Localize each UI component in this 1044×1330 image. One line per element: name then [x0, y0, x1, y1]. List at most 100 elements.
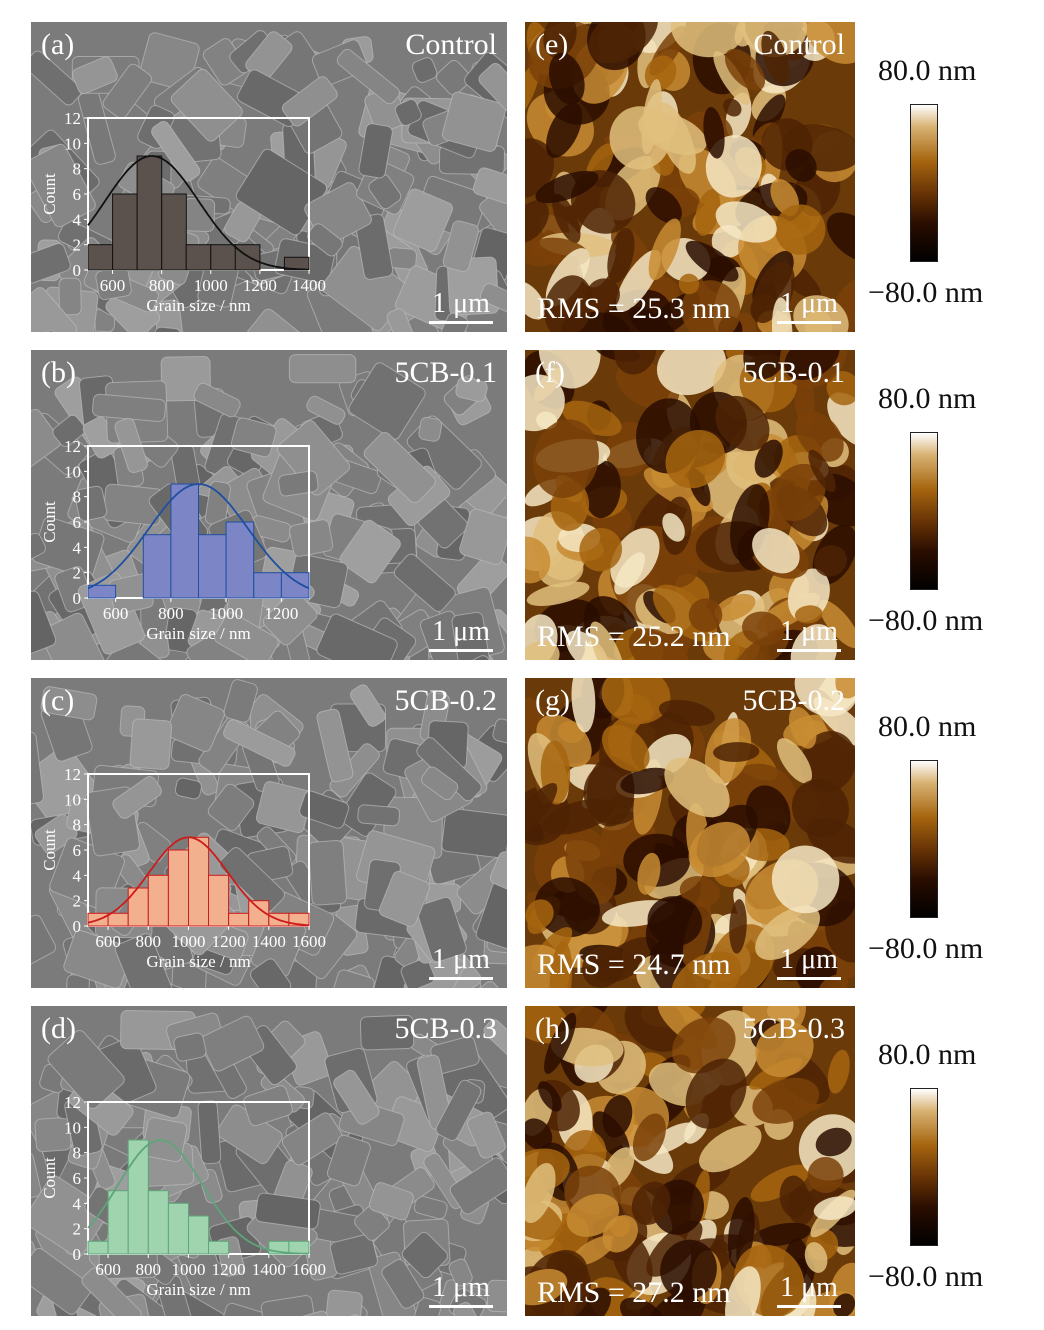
x-tick-label: 600	[100, 276, 126, 295]
scale-bar: 1 μm	[429, 617, 493, 652]
y-tick-label: 10	[64, 790, 81, 809]
scale-bar-label: 1 μm	[780, 1272, 838, 1303]
afm-texture	[525, 678, 855, 988]
panel-label: (f)	[535, 356, 565, 389]
y-tick-label: 8	[73, 1144, 82, 1163]
x-tick-label: 1200	[212, 932, 246, 951]
sample-label: Control	[405, 28, 497, 61]
sample-label: Control	[753, 28, 845, 61]
colorbar: 80.0 nm −80.0 nm	[858, 1006, 1044, 1316]
y-tick-label: 4	[73, 538, 82, 557]
x-axis-label: Grain size / nm	[146, 624, 250, 643]
rms-value: RMS = 25.2 nm	[537, 620, 731, 653]
y-tick-label: 8	[73, 816, 82, 835]
panel-label: (h)	[535, 1012, 570, 1045]
x-tick-label: 1400	[252, 932, 286, 951]
histogram-c: 0 2 4 6 8 10 12 600 800 1000 1200 1400 1600 Grain siz…	[40, 765, 326, 971]
y-tick-label: 0	[73, 917, 82, 936]
y-tick-label: 6	[73, 185, 82, 204]
rms-value: RMS = 25.3 nm	[537, 292, 731, 325]
sample-label: 5CB-0.1	[394, 356, 497, 389]
y-tick-label: 4	[73, 210, 82, 229]
panel-label: (a)	[41, 28, 75, 61]
x-tick-label: 600	[95, 1260, 121, 1279]
rms-value: RMS = 27.2 nm	[537, 1276, 731, 1309]
y-tick-label: 2	[73, 1220, 82, 1239]
scale-bar-line	[777, 649, 841, 652]
y-tick-label: 2	[73, 236, 82, 255]
scale-bar: 1 μm	[429, 289, 493, 324]
x-tick-label: 1400	[292, 276, 326, 295]
scale-bar-label: 1 μm	[780, 616, 838, 647]
sample-label: 5CB-0.3	[394, 1012, 497, 1045]
x-tick-label: 1200	[264, 604, 298, 623]
scale-bar-label: 1 μm	[432, 1272, 490, 1303]
scale-bar: 1 μm	[777, 289, 841, 324]
sem-image-a: 0 2 4 6 8 10 12 600 800 1000 1200 1400 Grain size / …	[31, 22, 507, 332]
afm-texture	[525, 22, 855, 332]
y-tick-label: 6	[73, 841, 82, 860]
x-tick-label: 1200	[212, 1260, 246, 1279]
scale-bar-label: 1 μm	[432, 288, 490, 319]
y-axis-label: Count	[40, 829, 59, 871]
y-tick-label: 4	[73, 866, 82, 885]
x-tick-label: 800	[158, 604, 184, 623]
scale-bar: 1 μm	[777, 945, 841, 980]
y-tick-label: 2	[73, 564, 82, 583]
scale-bar: 1 μm	[777, 617, 841, 652]
x-axis-label: Grain size / nm	[146, 296, 250, 315]
panel-label: (e)	[535, 28, 569, 61]
x-tick-label: 1400	[252, 1260, 286, 1279]
y-tick-label: 12	[64, 437, 81, 456]
panel-label: (g)	[535, 684, 570, 717]
y-tick-label: 6	[73, 513, 82, 532]
histogram-b: 0 2 4 6 8 10 12 600 800 1000 1200 Grain size / nm Co…	[40, 437, 310, 643]
sample-label: 5CB-0.2	[742, 684, 845, 717]
scale-bar-label: 1 μm	[780, 944, 838, 975]
sem-image-d: 0 2 4 6 8 10 12 600 800 1000 1200 1400 1600 Grain siz…	[31, 1006, 507, 1316]
histogram-a: 0 2 4 6 8 10 12 600 800 1000 1200 1400 Grain size / …	[40, 109, 326, 315]
colorbar-max: 80.0 nm	[878, 54, 977, 87]
x-tick-label: 1200	[243, 276, 277, 295]
y-tick-label: 4	[73, 1194, 82, 1213]
colorbar-max: 80.0 nm	[878, 1038, 977, 1071]
scale-bar: 1 μm	[777, 1273, 841, 1308]
colorbar-min: −80.0 nm	[868, 932, 984, 965]
y-axis-label: Count	[40, 1157, 59, 1199]
colorbar: 80.0 nm −80.0 nm	[858, 22, 1044, 332]
scale-bar-line	[429, 321, 493, 324]
panel-label: (c)	[41, 684, 75, 717]
y-tick-label: 10	[64, 134, 81, 153]
scale-bar-line	[429, 977, 493, 980]
x-axis-label: Grain size / nm	[146, 1280, 250, 1299]
panel-label: (b)	[41, 356, 76, 389]
x-tick-label: 1000	[209, 604, 243, 623]
y-axis-label: Count	[40, 173, 59, 215]
x-tick-label: 600	[95, 932, 121, 951]
colorbar-min: −80.0 nm	[868, 1260, 984, 1293]
x-tick-label: 600	[103, 604, 129, 623]
colorbar: 80.0 nm −80.0 nm	[858, 678, 1044, 988]
sample-label: 5CB-0.1	[742, 356, 845, 389]
y-tick-label: 10	[64, 1118, 81, 1137]
colorbar: 80.0 nm −80.0 nm	[858, 350, 1044, 660]
y-tick-label: 0	[73, 261, 82, 280]
afm-image-g: (g) 5CB-0.2 RMS = 24.7 nm 1 μm	[525, 678, 855, 988]
scale-bar-label: 1 μm	[780, 288, 838, 319]
y-tick-label: 12	[64, 1093, 81, 1112]
histogram-d: 0 2 4 6 8 10 12 600 800 1000 1200 1400 1600 Grain siz…	[40, 1093, 326, 1299]
afm-texture	[525, 350, 855, 660]
x-axis-label: Grain size / nm	[146, 952, 250, 971]
y-tick-label: 12	[64, 765, 81, 784]
scale-bar-line	[777, 977, 841, 980]
sample-label: 5CB-0.3	[742, 1012, 845, 1045]
sample-label: 5CB-0.2	[394, 684, 497, 717]
scale-bar-line	[777, 1305, 841, 1308]
y-tick-label: 0	[73, 1245, 82, 1264]
y-tick-label: 0	[73, 589, 82, 608]
x-tick-label: 1600	[292, 932, 326, 951]
x-tick-label: 1000	[171, 932, 205, 951]
x-tick-label: 800	[149, 276, 175, 295]
scale-bar-line	[429, 1305, 493, 1308]
sem-texture	[31, 1010, 507, 1316]
